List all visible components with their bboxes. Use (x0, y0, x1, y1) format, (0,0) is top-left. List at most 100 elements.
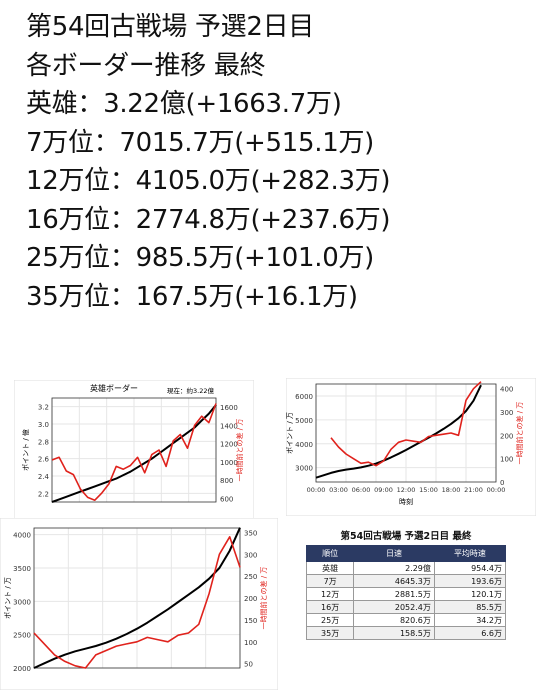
y2-tick-label: 600 (220, 495, 233, 503)
table-cell: 34.2万 (433, 613, 507, 627)
y2-tick-label: 1000 (220, 459, 238, 467)
border-70k: 7万位：7015.7万(+515.1万) (26, 127, 375, 158)
hero-border-chart: 2.2 2.4 2.6 2.8 3.0 3.2 600 800 1000 1200 1400 1600… (14, 380, 254, 520)
table-cell: 820.6万 (353, 613, 435, 627)
table-header-hourly: 平均時速 (433, 545, 507, 562)
table-cell: 158.5万 (353, 626, 435, 640)
x-tick-label: 09:00 (374, 486, 393, 494)
headline-subtitle: 各ボーダー推移 最終 (26, 50, 266, 81)
table-cell: 120.1万 (433, 587, 507, 601)
y2-tick-label: 1400 (220, 422, 238, 430)
y2-tick-label: 350 (244, 529, 257, 537)
y2-tick-label: 50 (244, 661, 253, 669)
x-tick-label: 03:00 (329, 486, 348, 494)
y-axis-label: ポイント / 億 (21, 429, 30, 471)
y2-tick-label: 200 (500, 432, 513, 440)
y2-axis-label: 一時間前との差 / 万 (235, 419, 244, 482)
series-line-1 (330, 381, 482, 467)
border-hero: 英雄：3.22億(+1663.7万) (26, 89, 342, 119)
y-tick-label: 4000 (295, 441, 313, 449)
y-tick-label: 3000 (295, 465, 313, 473)
series-line-0 (33, 527, 241, 669)
series-line-1 (33, 536, 241, 669)
table-row: 英雄 2.29億 954.4万 (305, 561, 507, 575)
y-axis-label: ポイント / 万 (4, 577, 12, 619)
hero-border-chart-svg: 2.2 2.4 2.6 2.8 3.0 3.2 600 800 1000 1200 1400 1600… (14, 380, 254, 520)
table-header-row: 順位 日速 平均時速 (305, 545, 507, 562)
y2-tick-label: 0 (500, 479, 504, 487)
y-tick-label: 2.2 (38, 490, 49, 498)
table-cell: 954.4万 (433, 561, 507, 575)
table-cell: 2052.4万 (353, 600, 435, 614)
summary-text: 第54回古戦場 予選2日目 各ボーダー推移 最終 英雄：3.22億(+1663.… (26, 8, 391, 316)
series-line-0 (315, 384, 482, 479)
table-cell: 2881.5万 (353, 587, 435, 601)
table-cell: 25万 (305, 613, 355, 627)
table-cell: 35万 (305, 626, 355, 640)
y2-tick-label: 250 (244, 573, 257, 581)
x-tick-label: 18:00 (442, 486, 461, 494)
x-tick-label: 12:00 (397, 486, 416, 494)
final-summary-table-box: 第54回古戦場 予選2日目 最終 順位 日速 平均時速 英雄 2.29億 954.4… (305, 528, 507, 648)
border-chart-time: 3000 4000 5000 6000 0 100 200 300 400 00:00 03:00 0… (286, 378, 536, 516)
series-line-1 (51, 403, 217, 501)
chart-subtitle: 現在：約3.22億 (167, 386, 214, 395)
table-row: 35万 158.5万 6.6万 (305, 626, 507, 640)
plot-area (51, 397, 217, 503)
table-cell: 16万 (305, 600, 355, 614)
table-header-rank: 順位 (305, 545, 355, 562)
y2-tick-label: 400 (500, 386, 513, 394)
y2-tick-label: 300 (500, 409, 513, 417)
table-cell: 12万 (305, 587, 355, 601)
y-tick-label: 4000 (13, 532, 31, 540)
final-summary-table: 順位 日速 平均時速 英雄 2.29億 954.4万 7万 4645.3万 193.6万… (305, 545, 507, 640)
y-tick-label: 5000 (295, 417, 313, 425)
y-tick-label: 2500 (13, 632, 31, 640)
border-chart-lower: 2000 2500 3000 3500 4000 50 100 150 200 250 300 350… (0, 518, 278, 690)
border-250k: 25万位：985.5万(+101.0万) (26, 243, 375, 273)
table-cell: 6.6万 (433, 626, 507, 640)
table-cell: 2.29億 (353, 561, 435, 575)
y2-tick-label: 150 (244, 617, 257, 625)
y-axis-label: ポイント / 万 (286, 412, 294, 454)
y-tick-label: 2000 (13, 665, 31, 673)
headline-title: 第54回古戦場 予選2日目 (26, 12, 314, 42)
border-160k: 16万位：2774.8万(+237.6万) (26, 204, 391, 235)
y-tick-label: 3.0 (38, 421, 49, 429)
x-axis-label: 時刻 (399, 497, 413, 506)
y2-tick-label: 800 (220, 477, 233, 485)
table-header-daily: 日速 (353, 545, 435, 562)
x-tick-label: 00:00 (487, 486, 506, 494)
y-tick-label: 2.8 (38, 438, 49, 446)
chart-title: 英雄ボーダー (90, 383, 138, 393)
y2-tick-label: 100 (244, 639, 257, 647)
y-tick-label: 6000 (295, 393, 313, 401)
border-350k: 35万位：167.5万(+16.1万) (26, 281, 358, 312)
plot-area (315, 383, 497, 483)
table-row: 12万 2881.5万 120.1万 (305, 587, 507, 601)
table-row: 7万 4645.3万 193.6万 (305, 574, 507, 588)
table-cell: 4645.3万 (353, 574, 435, 588)
border-120k: 12万位：4105.0万(+282.3万) (26, 166, 391, 196)
y2-tick-label: 300 (244, 551, 257, 559)
y-tick-label: 2.4 (38, 473, 50, 481)
x-tick-label: 15:00 (419, 486, 438, 494)
table-cell: 英雄 (305, 561, 355, 575)
table-cell: 7万 (305, 574, 355, 588)
table-row: 25万 820.6万 34.2万 (305, 613, 507, 627)
y-tick-label: 2.6 (38, 456, 50, 464)
y2-tick-label: 1200 (220, 441, 238, 449)
x-tick-label: 00:00 (307, 486, 326, 494)
x-tick-label: 21:00 (464, 486, 483, 494)
y2-axis-label: 一時間前との差 / 万 (515, 402, 524, 465)
y-tick-label: 3000 (13, 598, 31, 606)
table-row: 16万 2052.4万 85.5万 (305, 600, 507, 614)
series-line-0 (51, 404, 217, 503)
plot-area (33, 527, 241, 669)
x-tick-label: 06:00 (352, 486, 371, 494)
table-cell: 193.6万 (433, 574, 507, 588)
table-title: 第54回古戦場 予選2日目 最終 (340, 531, 472, 542)
y2-axis-label: 一時間前との差 / 万 (259, 567, 268, 630)
y-tick-label: 3500 (13, 565, 31, 573)
